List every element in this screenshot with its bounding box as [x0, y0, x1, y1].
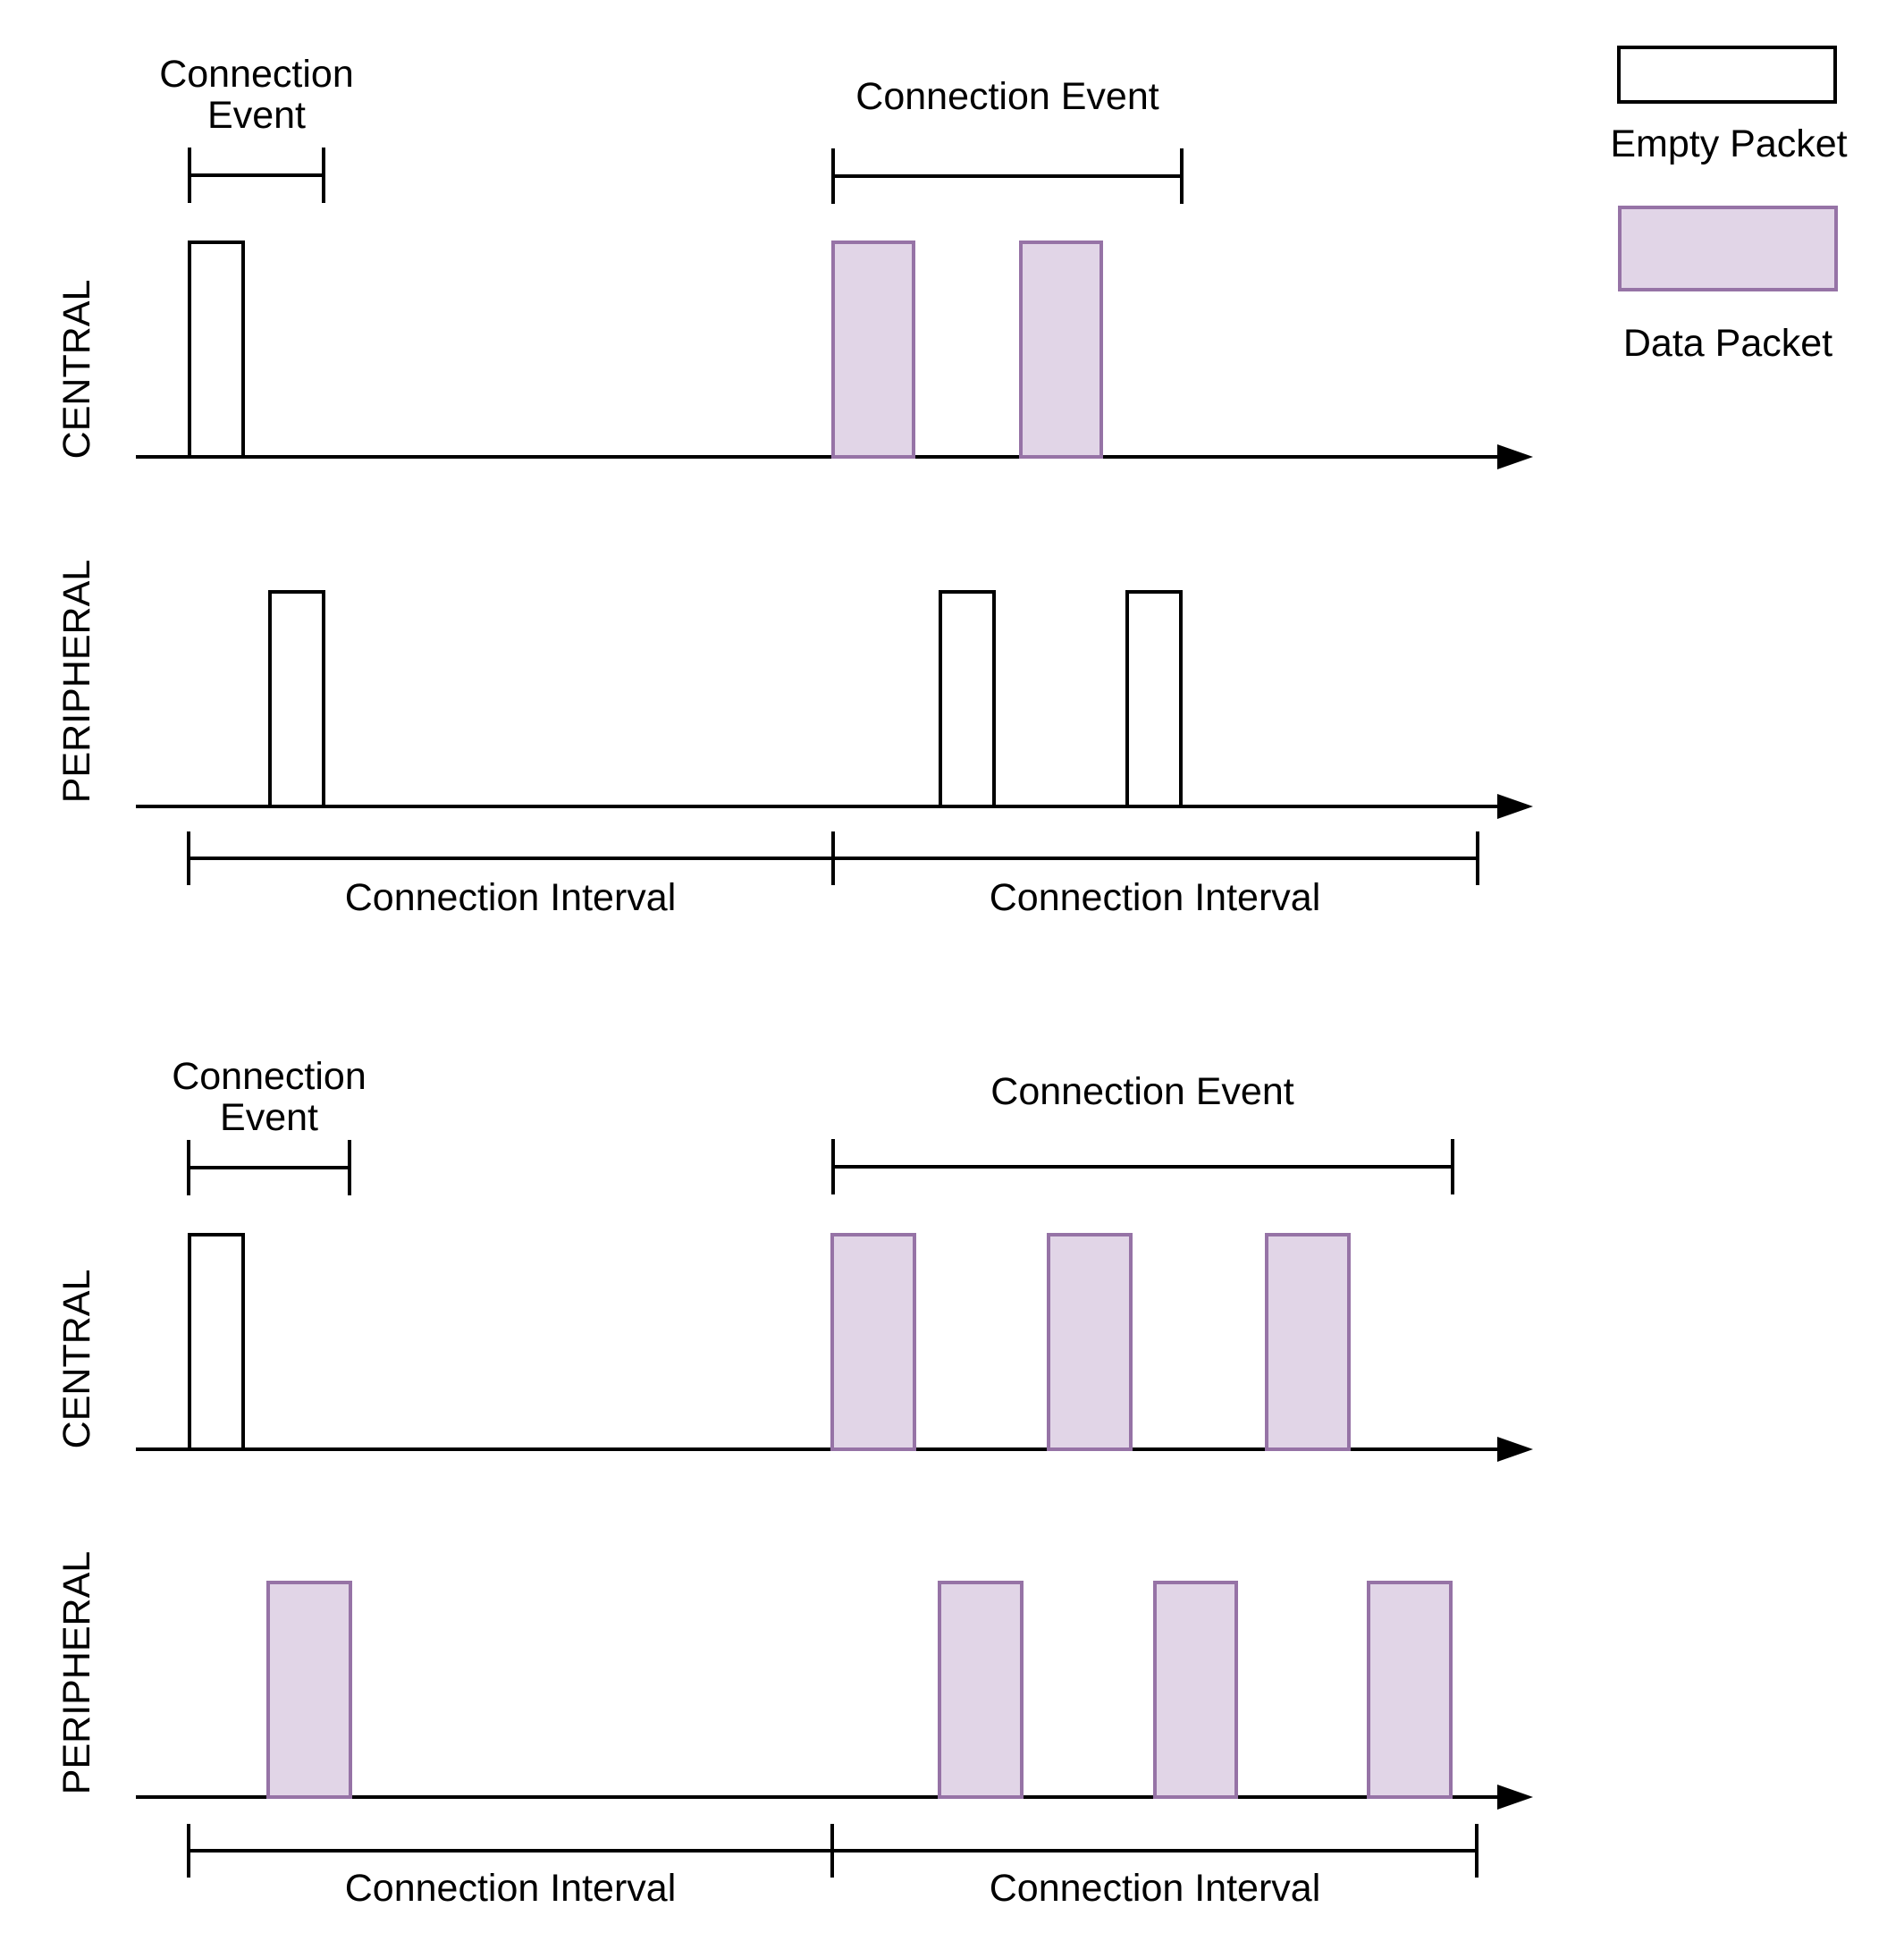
- empty-packet: [188, 1233, 245, 1451]
- connection-event-label: Connection: [172, 1055, 366, 1098]
- empty-packet: [188, 241, 245, 459]
- central-axis-label: CENTRAL: [55, 1270, 98, 1449]
- connection-event-bracket: Connection Event: [831, 1070, 1454, 1194]
- data-packet: [1047, 1233, 1133, 1451]
- connection-event-bracket: Connection Event: [831, 75, 1184, 204]
- peripheral-axis-label: PERIPHERAL: [55, 1551, 98, 1794]
- empty-packet: [939, 590, 996, 808]
- legend-empty-packet-swatch: [1617, 46, 1837, 104]
- legend: Empty Packet Data Packet: [1610, 46, 1848, 365]
- data-packet: [1153, 1581, 1238, 1799]
- legend-data-packet-swatch: [1618, 206, 1838, 291]
- connection-interval-bracket: Connection Interval Connection Interval: [187, 831, 1479, 919]
- connection-event-label: Connection: [159, 53, 354, 96]
- bottom-central-row: CENTRAL: [55, 1233, 1533, 1462]
- connection-event-label: Event: [220, 1096, 318, 1139]
- data-packet: [1265, 1233, 1351, 1451]
- peripheral-axis-label: PERIPHERAL: [55, 560, 98, 803]
- connection-interval-bracket: Connection Interval Connection Interval: [187, 1824, 1479, 1910]
- data-packet: [1019, 241, 1103, 459]
- central-axis-label: CENTRAL: [55, 280, 98, 460]
- top-central-row: CENTRAL: [55, 241, 1533, 469]
- connection-interval-label: Connection Interval: [990, 876, 1321, 919]
- top-peripheral-row: PERIPHERAL: [55, 560, 1533, 819]
- empty-packet: [1125, 590, 1183, 808]
- bottom-peripheral-row: PERIPHERAL: [55, 1551, 1533, 1810]
- data-packet: [831, 241, 915, 459]
- connection-event-label: Event: [207, 94, 306, 137]
- legend-empty-packet-label: Empty Packet: [1610, 122, 1847, 165]
- connection-interval-label: Connection Interval: [345, 1867, 677, 1910]
- connection-event-label: Connection Event: [855, 75, 1158, 118]
- empty-packet: [268, 590, 325, 808]
- data-packet: [1367, 1581, 1453, 1799]
- connection-event-label: Connection Event: [990, 1070, 1293, 1113]
- legend-data-packet-label: Data Packet: [1623, 322, 1832, 365]
- data-packet: [938, 1581, 1024, 1799]
- data-packet: [830, 1233, 916, 1451]
- data-packet: [266, 1581, 352, 1799]
- connection-interval-label: Connection Interval: [345, 876, 677, 919]
- connection-interval-label: Connection Interval: [990, 1867, 1321, 1910]
